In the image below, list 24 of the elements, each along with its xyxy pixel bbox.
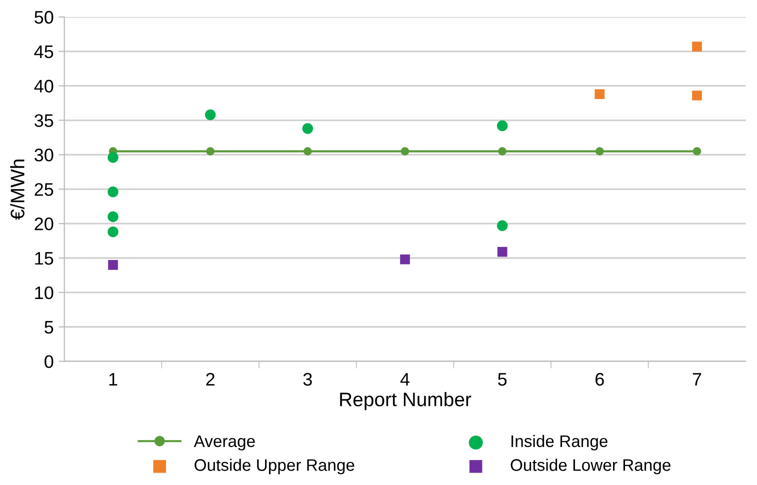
x-tick-label: 4: [400, 373, 410, 386]
x-tick-label: 5: [498, 373, 507, 386]
y-axis-title: €/MWh: [10, 160, 24, 220]
x-tick-label: 7: [692, 373, 702, 386]
y-tick-label: 45: [34, 46, 54, 58]
y-tick-label: 25: [34, 183, 54, 196]
legend-label: Inside Range: [512, 434, 608, 450]
y-tick-label: 15: [35, 252, 54, 265]
legend-label: Outside Lower Range: [510, 458, 670, 474]
x-tick-label: 1: [109, 373, 118, 386]
y-tick-label: 50: [34, 10, 54, 24]
y-tick-label: 40: [34, 80, 54, 93]
y-tick-label: 20: [34, 218, 54, 230]
legend-label: Average: [194, 435, 255, 450]
y-tick-label: 35: [34, 114, 54, 127]
x-tick-label: 2: [206, 372, 214, 386]
y-tick-label: 10: [35, 286, 54, 300]
y-tick-label: 5: [44, 321, 54, 334]
y-tick-label: 0: [44, 355, 54, 368]
y-tick-label: 30: [34, 148, 54, 162]
x-tick-label: 3: [303, 372, 312, 386]
x-axis-title: Report Number: [340, 392, 472, 410]
legend-label: Outside Upper Range: [194, 458, 354, 474]
x-tick-label: 6: [596, 372, 604, 386]
